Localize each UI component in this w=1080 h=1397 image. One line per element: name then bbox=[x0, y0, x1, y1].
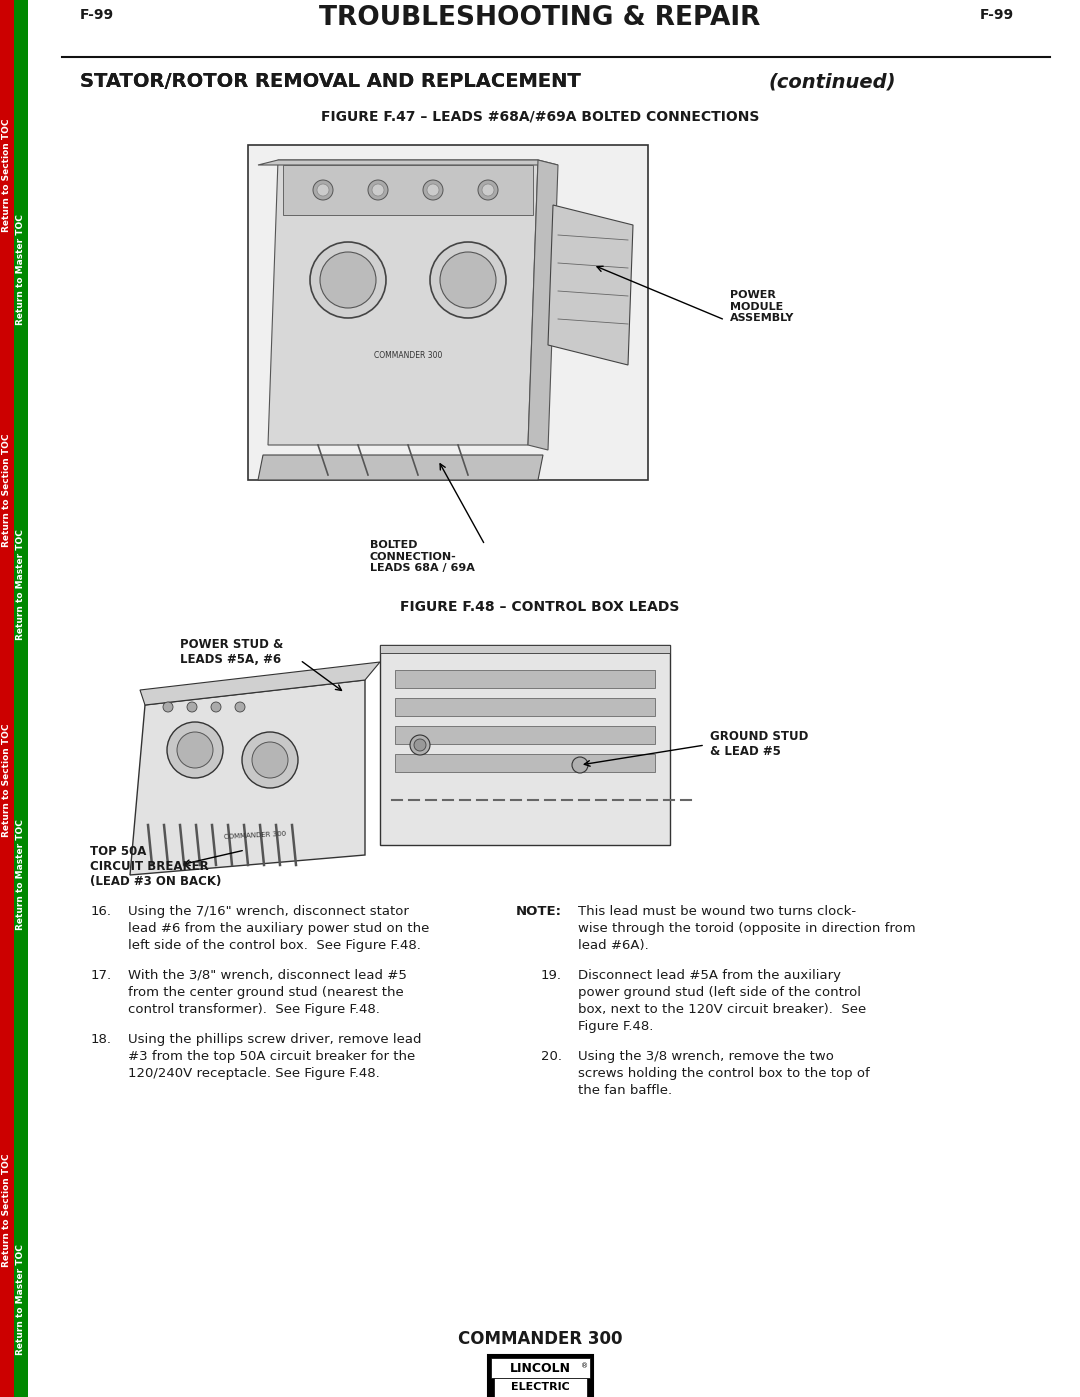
Text: FIGURE F.47 – LEADS #68A/#69A BOLTED CONNECTIONS: FIGURE F.47 – LEADS #68A/#69A BOLTED CON… bbox=[321, 110, 759, 124]
Circle shape bbox=[440, 251, 496, 307]
Bar bbox=[380, 645, 670, 652]
Text: With the 3/8" wrench, disconnect lead #5: With the 3/8" wrench, disconnect lead #5 bbox=[129, 970, 407, 982]
Text: screws holding the control box to the top of: screws holding the control box to the to… bbox=[578, 1067, 869, 1080]
Text: Return to Section TOC: Return to Section TOC bbox=[2, 119, 12, 232]
Circle shape bbox=[167, 722, 222, 778]
Text: 18.: 18. bbox=[91, 1032, 112, 1046]
Bar bbox=[395, 754, 654, 773]
Text: BOLTED
CONNECTION-
LEADS 68A / 69A: BOLTED CONNECTION- LEADS 68A / 69A bbox=[370, 541, 475, 573]
Text: 16.: 16. bbox=[91, 905, 112, 918]
Text: POWER STUD &
LEADS #5A, #6: POWER STUD & LEADS #5A, #6 bbox=[180, 638, 283, 666]
Text: FIGURE F.48 – CONTROL BOX LEADS: FIGURE F.48 – CONTROL BOX LEADS bbox=[401, 599, 679, 615]
Polygon shape bbox=[258, 455, 543, 481]
Text: 19.: 19. bbox=[541, 970, 562, 982]
Text: Figure F.48.: Figure F.48. bbox=[578, 1020, 653, 1032]
Circle shape bbox=[313, 180, 333, 200]
Text: lead #6 from the auxiliary power stud on the: lead #6 from the auxiliary power stud on… bbox=[129, 922, 430, 935]
Circle shape bbox=[414, 739, 426, 752]
Text: Return to Master TOC: Return to Master TOC bbox=[16, 1245, 26, 1355]
Circle shape bbox=[310, 242, 386, 319]
Circle shape bbox=[163, 703, 173, 712]
Bar bbox=[494, 1377, 588, 1397]
Circle shape bbox=[187, 703, 197, 712]
Text: Using the phillips screw driver, remove lead: Using the phillips screw driver, remove … bbox=[129, 1032, 421, 1046]
Text: STATOR/ROTOR REMOVAL AND REPLACEMENT: STATOR/ROTOR REMOVAL AND REPLACEMENT bbox=[80, 73, 588, 91]
Text: Using the 3/8 wrench, remove the two: Using the 3/8 wrench, remove the two bbox=[578, 1051, 834, 1063]
Text: from the center ground stud (nearest the: from the center ground stud (nearest the bbox=[129, 986, 404, 999]
Bar bbox=[0, 0, 14, 1397]
Circle shape bbox=[572, 757, 588, 773]
Circle shape bbox=[430, 242, 507, 319]
Bar bbox=[248, 145, 648, 481]
Text: COMMANDER 300: COMMANDER 300 bbox=[458, 1330, 622, 1348]
Circle shape bbox=[423, 180, 443, 200]
Text: power ground stud (left side of the control: power ground stud (left side of the cont… bbox=[578, 986, 861, 999]
Text: NOTE:: NOTE: bbox=[516, 905, 562, 918]
Text: LINCOLN: LINCOLN bbox=[510, 1362, 570, 1375]
Text: ELECTRIC: ELECTRIC bbox=[511, 1382, 569, 1391]
Text: 20.: 20. bbox=[541, 1051, 562, 1063]
Text: ®: ® bbox=[581, 1363, 589, 1369]
Polygon shape bbox=[258, 161, 558, 165]
Circle shape bbox=[478, 180, 498, 200]
Polygon shape bbox=[283, 165, 534, 215]
Polygon shape bbox=[130, 680, 365, 875]
Text: Return to Master TOC: Return to Master TOC bbox=[16, 529, 26, 640]
Circle shape bbox=[372, 184, 384, 196]
Bar bbox=[395, 726, 654, 745]
Circle shape bbox=[177, 732, 213, 768]
Text: 120/240V receptacle. See Figure F.48.: 120/240V receptacle. See Figure F.48. bbox=[129, 1067, 380, 1080]
Text: GROUND STUD
& LEAD #5: GROUND STUD & LEAD #5 bbox=[710, 731, 808, 759]
Polygon shape bbox=[140, 662, 380, 705]
Circle shape bbox=[318, 184, 329, 196]
Bar bbox=[395, 698, 654, 717]
Bar bbox=[14, 0, 28, 1397]
Text: Return to Section TOC: Return to Section TOC bbox=[2, 724, 12, 837]
Circle shape bbox=[410, 735, 430, 754]
Text: F-99: F-99 bbox=[980, 8, 1014, 22]
Text: #3 from the top 50A circuit breaker for the: #3 from the top 50A circuit breaker for … bbox=[129, 1051, 415, 1063]
Text: Return to Master TOC: Return to Master TOC bbox=[16, 215, 26, 326]
Text: F-99: F-99 bbox=[80, 8, 114, 22]
Text: POWER
MODULE
ASSEMBLY: POWER MODULE ASSEMBLY bbox=[730, 291, 795, 323]
Text: the fan baffle.: the fan baffle. bbox=[578, 1084, 672, 1097]
Bar bbox=[488, 1355, 593, 1397]
Text: control transformer).  See Figure F.48.: control transformer). See Figure F.48. bbox=[129, 1003, 380, 1016]
Circle shape bbox=[427, 184, 438, 196]
Text: Disconnect lead #5A from the auxiliary: Disconnect lead #5A from the auxiliary bbox=[578, 970, 841, 982]
Text: TROUBLESHOOTING & REPAIR: TROUBLESHOOTING & REPAIR bbox=[320, 6, 760, 31]
Circle shape bbox=[320, 251, 376, 307]
Circle shape bbox=[235, 703, 245, 712]
Text: Return to Master TOC: Return to Master TOC bbox=[16, 820, 26, 930]
Text: lead #6A).: lead #6A). bbox=[578, 939, 649, 951]
Text: This lead must be wound two turns clock-: This lead must be wound two turns clock- bbox=[578, 905, 856, 918]
Text: STATOR/ROTOR REMOVAL AND REPLACEMENT: STATOR/ROTOR REMOVAL AND REPLACEMENT bbox=[80, 73, 588, 91]
Text: left side of the control box.  See Figure F.48.: left side of the control box. See Figure… bbox=[129, 939, 421, 951]
Circle shape bbox=[242, 732, 298, 788]
Circle shape bbox=[211, 703, 221, 712]
Circle shape bbox=[368, 180, 388, 200]
Text: TOP 50A
CIRCUIT BREAKER
(LEAD #3 ON BACK): TOP 50A CIRCUIT BREAKER (LEAD #3 ON BACK… bbox=[90, 845, 221, 888]
Polygon shape bbox=[548, 205, 633, 365]
Text: 17.: 17. bbox=[91, 970, 112, 982]
Bar bbox=[395, 671, 654, 687]
Text: Using the 7/16" wrench, disconnect stator: Using the 7/16" wrench, disconnect stato… bbox=[129, 905, 409, 918]
Bar bbox=[491, 1358, 590, 1377]
Polygon shape bbox=[268, 161, 538, 446]
Circle shape bbox=[482, 184, 494, 196]
Text: Return to Section TOC: Return to Section TOC bbox=[2, 1154, 12, 1267]
Text: box, next to the 120V circuit breaker).  See: box, next to the 120V circuit breaker). … bbox=[578, 1003, 866, 1016]
Text: (continued): (continued) bbox=[769, 73, 896, 91]
Bar bbox=[380, 645, 670, 845]
Circle shape bbox=[252, 742, 288, 778]
Text: Return to Section TOC: Return to Section TOC bbox=[2, 433, 12, 546]
Polygon shape bbox=[528, 161, 558, 450]
Text: COMMANDER 300: COMMANDER 300 bbox=[224, 830, 286, 840]
Text: COMMANDER 300: COMMANDER 300 bbox=[374, 351, 442, 359]
Text: wise through the toroid (opposite in direction from: wise through the toroid (opposite in dir… bbox=[578, 922, 916, 935]
Text: STATOR/ROTOR REMOVAL AND REPLACEMENT (continued): STATOR/ROTOR REMOVAL AND REPLACEMENT (co… bbox=[80, 73, 715, 91]
